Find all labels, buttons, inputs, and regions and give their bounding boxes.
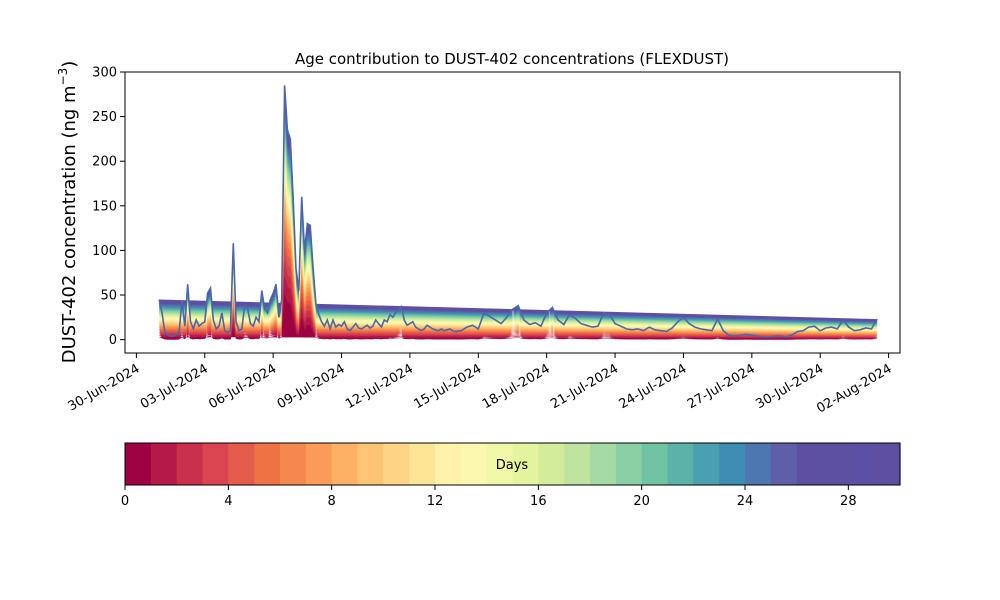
total-concentration-line (158, 85, 878, 338)
colorbar-cell (641, 443, 669, 485)
colorbar-ticks: 0 4 8 12 16 20 24 28 (121, 485, 857, 509)
colorbar-frame (124, 442, 901, 486)
colorbar-cell (512, 443, 539, 485)
y-tick-label: 300 (92, 66, 117, 81)
colorbar-cell (460, 443, 488, 485)
colorbar-cell (796, 443, 824, 485)
y-axis: 0 50 100 150 200 250 300 (92, 66, 125, 348)
colorbar-tick-label: 28 (840, 494, 857, 509)
y-axis-label-close: ) (59, 61, 80, 68)
y-axis-label-text: DUST-402 concentration (ng m (59, 85, 80, 363)
y-tick-label: 150 (92, 199, 117, 214)
colorbar-cell (435, 443, 462, 485)
y-tick-label: 100 (92, 244, 117, 259)
x-axis: 30-Jun-202403-Jul-202406-Jul-202409-Jul-… (66, 353, 895, 417)
x-tick-label: 02-Aug-2024 (814, 361, 894, 416)
colorbar-cell (125, 443, 152, 485)
colorbar-cell (383, 443, 410, 485)
age-band-27 (159, 94, 878, 338)
y-axis-label-sup: −3 (56, 68, 70, 86)
colorbar-cell (305, 443, 333, 485)
colorbar-cell (590, 443, 617, 485)
y-tick-label: 50 (100, 289, 117, 304)
plot-area (158, 85, 878, 340)
axes-frame (124, 71, 901, 354)
colorbar-cell (409, 443, 436, 485)
y-tick-label: 200 (92, 155, 117, 170)
colorbar-tick-label: 0 (121, 494, 129, 509)
colorbar-cell (150, 443, 178, 485)
y-axis-label: DUST-402 concentration (ng m−3) (56, 61, 80, 364)
x-tick-label: 03-Jul-2024 (138, 361, 211, 412)
x-tick-label: 18-Jul-2024 (480, 361, 553, 412)
chart-title: Age contribution to DUST-402 concentrati… (295, 50, 729, 68)
colorbar-cell (564, 443, 591, 485)
colorbar-cell (745, 443, 772, 485)
x-tick-label: 30-Jun-2024 (66, 361, 143, 414)
x-tick-label: 24-Jul-2024 (617, 361, 690, 412)
x-tick-label: 27-Jul-2024 (685, 361, 758, 412)
age-band-26 (159, 98, 878, 338)
colorbar-cell (874, 443, 901, 485)
x-tick-label: 15-Jul-2024 (411, 361, 484, 412)
x-tick-label: 09-Jul-2024 (275, 361, 348, 412)
colorbar-cell (357, 443, 384, 485)
colorbar-cell (615, 443, 643, 485)
y-tick-label: 0 (109, 333, 117, 348)
colorbar-cell (770, 443, 798, 485)
colorbar-cell (719, 443, 746, 485)
colorbar-cell (228, 443, 255, 485)
age-band-28 (159, 89, 878, 338)
age-bands (159, 85, 878, 340)
colorbar-cell (693, 443, 720, 485)
y-tick-label: 250 (92, 110, 117, 125)
colorbar-tick-label: 12 (427, 494, 444, 509)
colorbar-cell (848, 443, 875, 485)
colorbar-tick-label: 8 (328, 494, 336, 509)
colorbar-cell (254, 443, 281, 485)
colorbar-cell (486, 443, 514, 485)
colorbar: Days 0 4 8 12 16 20 24 28 (121, 442, 901, 509)
colorbar-cell (822, 443, 849, 485)
x-tick-label: 06-Jul-2024 (206, 361, 279, 412)
colorbar-label: Days (496, 458, 529, 473)
x-tick-label: 12-Jul-2024 (343, 361, 416, 412)
colorbar-cell (176, 443, 204, 485)
age-band-0 (159, 294, 878, 340)
x-tick-label: 21-Jul-2024 (548, 361, 621, 412)
colorbar-tick-label: 24 (737, 494, 754, 509)
colorbar-cell (667, 443, 694, 485)
colorbar-cell (331, 443, 359, 485)
colorbar-cell (538, 443, 565, 485)
age-band-25 (159, 103, 878, 338)
colorbar-cells (125, 443, 901, 485)
colorbar-tick-label: 4 (224, 494, 232, 509)
colorbar-cell (202, 443, 229, 485)
colorbar-tick-label: 16 (530, 494, 547, 509)
colorbar-cell (280, 443, 307, 485)
age-band-29 (159, 85, 878, 338)
colorbar-tick-label: 20 (633, 494, 650, 509)
